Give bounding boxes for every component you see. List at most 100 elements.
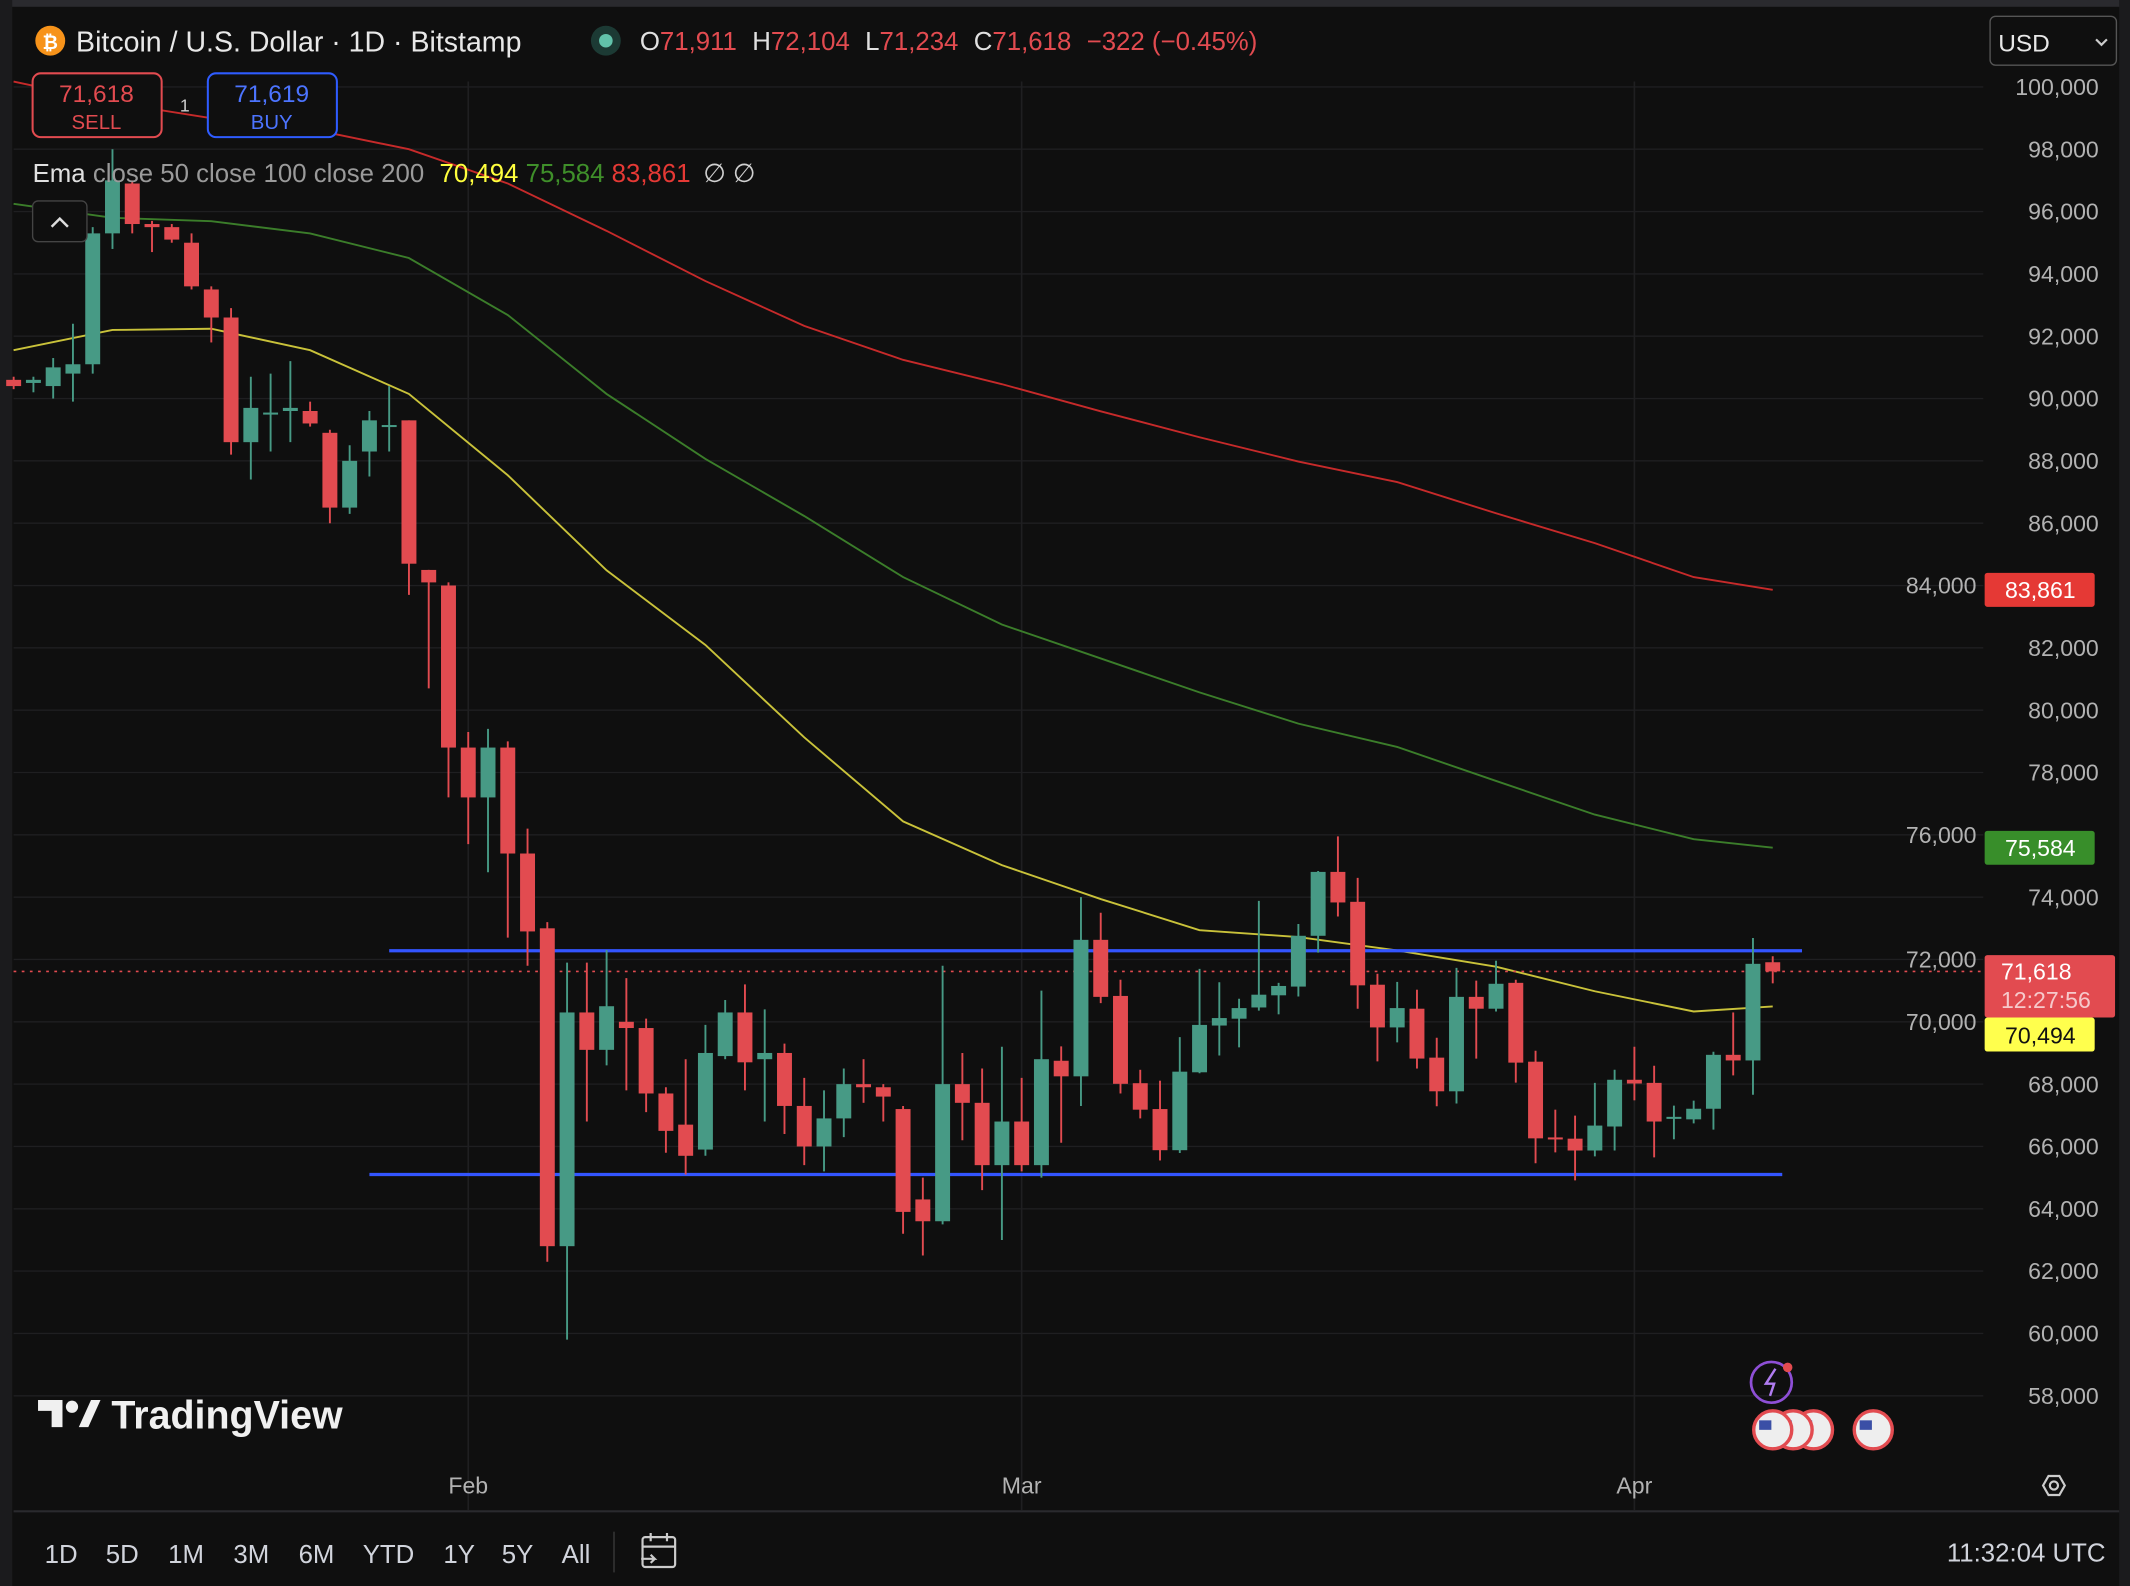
candle[interactable] <box>1705 1051 1721 1130</box>
candle[interactable] <box>915 1177 931 1256</box>
price-axis[interactable]: 100,000 98,000 96,000 94,000 92,000 90,000 88,… <box>1906 74 2099 1409</box>
candle[interactable] <box>836 1068 852 1138</box>
candle[interactable] <box>105 149 120 249</box>
candle[interactable] <box>1251 900 1267 1011</box>
candle[interactable] <box>1271 982 1287 1015</box>
candle[interactable] <box>599 950 615 1066</box>
candle[interactable] <box>1290 923 1306 997</box>
clock-timezone[interactable]: 11:32:04 UTC <box>1947 1540 2106 1568</box>
candle[interactable] <box>1014 1077 1030 1172</box>
candle[interactable] <box>1468 980 1484 1059</box>
candle[interactable] <box>875 1084 891 1122</box>
timeframe-5y[interactable]: 5Y <box>502 1541 534 1569</box>
candle[interactable] <box>618 978 634 1091</box>
candle[interactable] <box>144 220 160 253</box>
buy-button[interactable]: 71,619 BUY <box>206 72 338 139</box>
candle[interactable] <box>263 373 279 452</box>
candle[interactable] <box>954 1052 970 1141</box>
timeframe-1d[interactable]: 1D <box>45 1541 78 1569</box>
candle[interactable] <box>1567 1115 1583 1181</box>
candle[interactable] <box>282 361 298 443</box>
candle[interactable] <box>1547 1109 1563 1153</box>
timeframe-6m[interactable]: 6M <box>299 1541 335 1569</box>
candle[interactable] <box>1666 1105 1682 1140</box>
candle[interactable] <box>322 429 338 524</box>
us-flag-event-icon[interactable] <box>1852 1409 1894 1451</box>
candle[interactable] <box>1152 1080 1168 1161</box>
currency-dropdown[interactable]: USD <box>1989 15 2118 66</box>
candle[interactable] <box>381 386 397 452</box>
timeframe-ytd[interactable]: YTD <box>363 1541 415 1569</box>
candle[interactable] <box>124 180 140 234</box>
candle[interactable] <box>6 376 22 390</box>
economic-events[interactable] <box>1752 1409 1894 1451</box>
candle[interactable] <box>1765 956 1781 984</box>
candle[interactable] <box>500 741 516 938</box>
ema-legend[interactable]: Ema close 50 close 100 close 200 70,494 … <box>33 160 756 188</box>
candle[interactable] <box>1626 1046 1642 1101</box>
candle[interactable] <box>974 1068 990 1191</box>
candle[interactable] <box>1172 1037 1188 1153</box>
candle[interactable] <box>1429 1037 1445 1107</box>
candle[interactable] <box>401 420 417 595</box>
candle[interactable] <box>1211 982 1227 1056</box>
candle[interactable] <box>184 233 200 290</box>
candle[interactable] <box>243 376 259 480</box>
candle[interactable] <box>1093 912 1109 1004</box>
candle[interactable] <box>1449 967 1464 1104</box>
candle[interactable] <box>45 358 61 399</box>
candle[interactable] <box>1409 989 1425 1069</box>
candles[interactable] <box>6 149 1781 1340</box>
candle[interactable] <box>757 1009 773 1122</box>
candle[interactable] <box>856 1059 872 1103</box>
collapse-legend-button[interactable] <box>31 200 88 243</box>
candle[interactable] <box>1113 979 1128 1094</box>
candle[interactable] <box>203 286 219 343</box>
candle[interactable] <box>816 1090 832 1172</box>
candle[interactable] <box>441 582 456 798</box>
candle[interactable] <box>994 1046 1010 1240</box>
candle[interactable] <box>1053 1046 1069 1143</box>
candle[interactable] <box>737 984 753 1091</box>
goto-date-button[interactable] <box>641 1533 677 1569</box>
candle[interactable] <box>638 1018 654 1113</box>
candle[interactable] <box>658 1087 674 1153</box>
candle[interactable] <box>1488 960 1504 1012</box>
candle[interactable] <box>223 308 239 455</box>
candle[interactable] <box>1330 836 1346 917</box>
candle[interactable] <box>1073 897 1089 1106</box>
candle[interactable] <box>1192 968 1208 1074</box>
candle[interactable] <box>1725 1012 1741 1076</box>
candle[interactable] <box>1686 1100 1702 1124</box>
timeframe-all[interactable]: All <box>562 1541 591 1569</box>
candle[interactable] <box>302 401 318 427</box>
candle[interactable] <box>1508 979 1524 1083</box>
timeframe-3m[interactable]: 3M <box>233 1541 269 1569</box>
candle[interactable] <box>559 962 575 1340</box>
chart-settings-icon[interactable] <box>2041 1474 2067 1497</box>
candle[interactable] <box>1350 877 1366 1009</box>
candle[interactable] <box>342 445 358 514</box>
tradingview-logo[interactable]: TradingView <box>38 1393 343 1437</box>
candle[interactable] <box>777 1043 792 1134</box>
candle[interactable] <box>1369 973 1385 1062</box>
candle[interactable] <box>85 227 101 374</box>
candle[interactable] <box>65 323 81 402</box>
timeframe-1m[interactable]: 1M <box>168 1541 204 1569</box>
ai-insight-icon[interactable] <box>1749 1360 1794 1405</box>
candle[interactable] <box>1528 1050 1544 1164</box>
candle[interactable] <box>935 965 951 1225</box>
candle[interactable] <box>1231 998 1247 1048</box>
sell-button[interactable]: 71,618 SELL <box>31 72 163 139</box>
candle[interactable] <box>1607 1069 1623 1151</box>
candle[interactable] <box>1389 981 1405 1043</box>
candle[interactable] <box>697 1024 713 1156</box>
candle[interactable] <box>361 411 377 477</box>
candle[interactable] <box>1310 870 1326 953</box>
date-axis[interactable]: Feb Mar Apr <box>448 1473 1652 1499</box>
candle[interactable] <box>678 1059 694 1175</box>
candle[interactable] <box>539 922 555 1262</box>
timeframe-5d[interactable]: 5D <box>106 1541 139 1569</box>
candle[interactable] <box>1745 937 1761 1095</box>
